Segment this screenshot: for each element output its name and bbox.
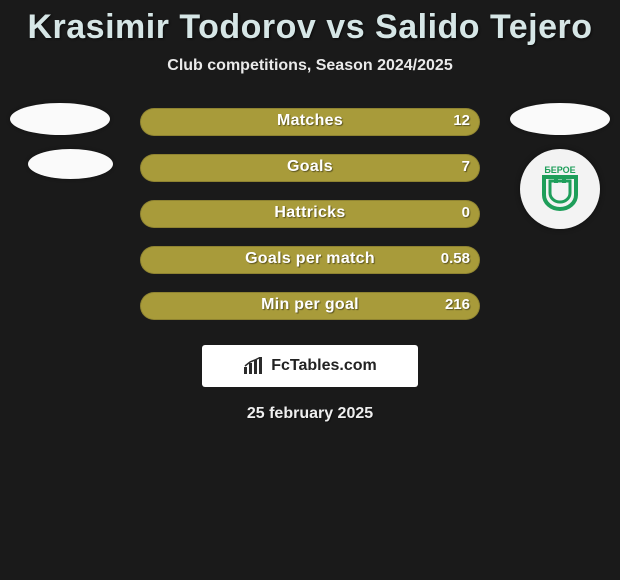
stat-bar: Hattricks 0 (140, 200, 480, 228)
page-title: Krasimir Todorov vs Salido Tejero (0, 8, 620, 47)
bar-chart-icon (243, 357, 265, 375)
footer-brand-box: FcTables.com (202, 345, 418, 387)
stat-row: Min per goal 216 (0, 283, 620, 329)
stat-row: Matches 12 (0, 99, 620, 145)
stat-label: Min per goal (140, 296, 480, 314)
stat-bar: Min per goal 216 (140, 292, 480, 320)
stat-right-value: 0 (462, 204, 470, 221)
stat-right-value: 12 (453, 112, 470, 129)
stat-row: Hattricks 0 (0, 191, 620, 237)
subtitle: Club competitions, Season 2024/2025 (0, 57, 620, 75)
stat-label: Goals (140, 158, 480, 176)
stat-row: Goals 7 (0, 145, 620, 191)
stat-label: Hattricks (140, 204, 480, 222)
date-text: 25 february 2025 (0, 405, 620, 423)
footer-brand-text: FcTables.com (271, 357, 377, 375)
stats-area: БЕРОЕ Matches 12 Goals 7 (0, 99, 620, 329)
comparison-card: Krasimir Todorov vs Salido Tejero Club c… (0, 0, 620, 423)
stat-label: Goals per match (140, 250, 480, 268)
stat-right-value: 0.58 (441, 250, 470, 267)
stat-bar: Goals per match 0.58 (140, 246, 480, 274)
stat-bar: Goals 7 (140, 154, 480, 182)
stat-right-value: 7 (462, 158, 470, 175)
stat-bar: Matches 12 (140, 108, 480, 136)
stat-right-value: 216 (445, 296, 470, 313)
stat-row: Goals per match 0.58 (0, 237, 620, 283)
stat-label: Matches (140, 112, 480, 130)
